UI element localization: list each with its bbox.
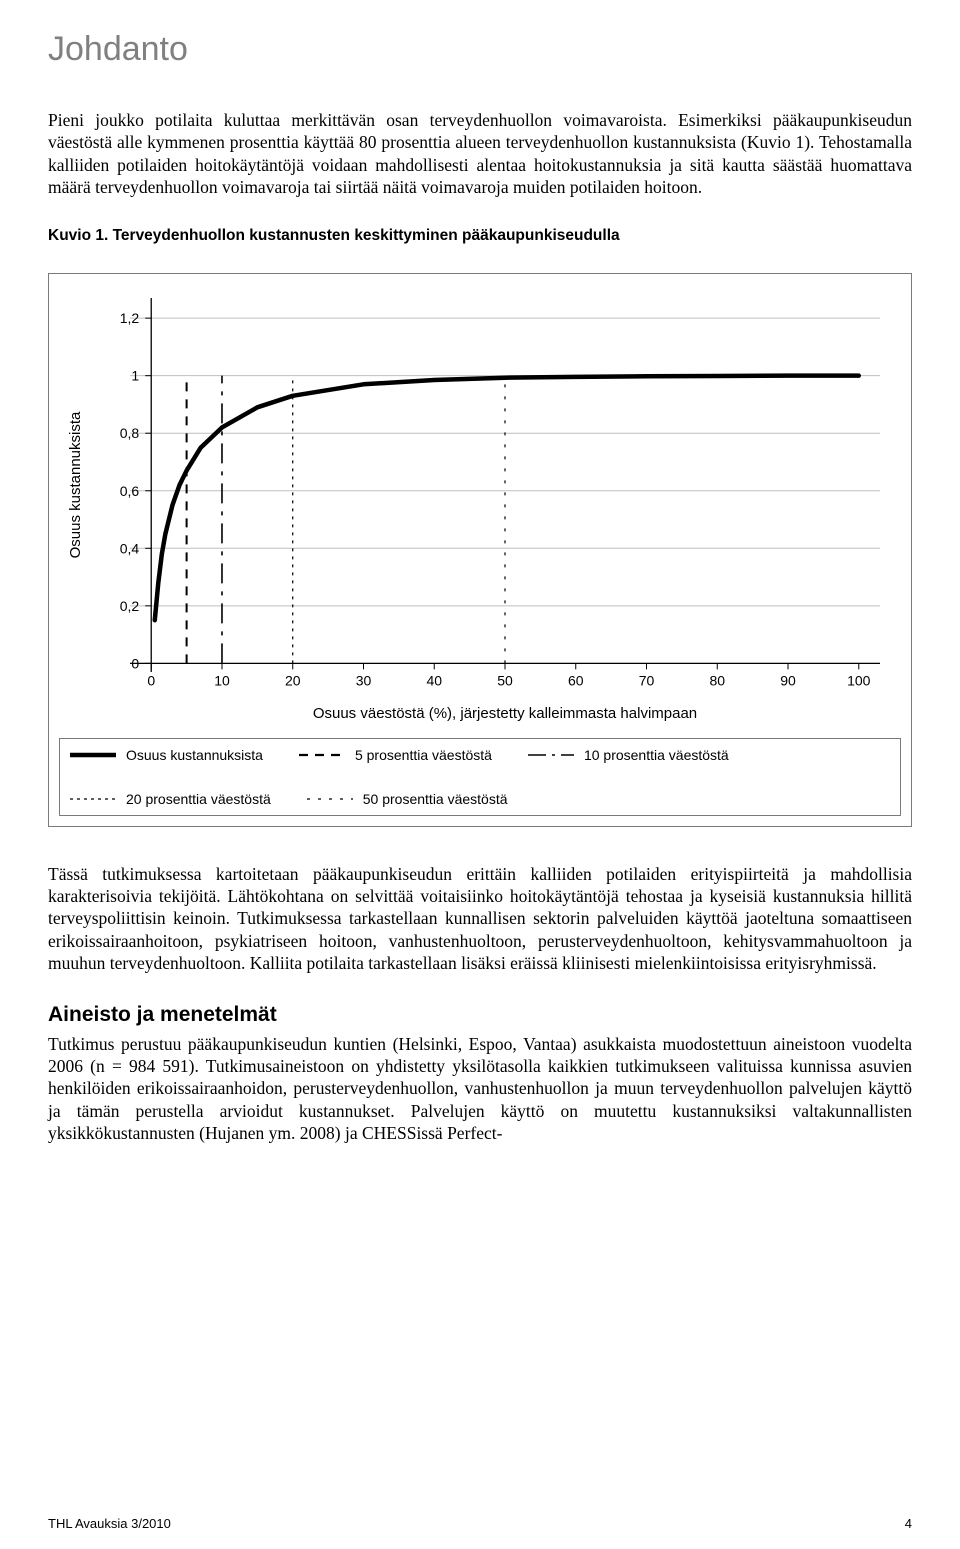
- chart-legend: Osuus kustannuksista 5 prosenttia väestös…: [59, 738, 901, 816]
- legend-item: 50 prosenttia väestöstä: [307, 791, 508, 807]
- svg-text:0,6: 0,6: [120, 482, 140, 498]
- page-footer: THL Avauksia 3/2010 4: [48, 1516, 912, 1531]
- legend-swatch: [307, 792, 353, 806]
- svg-text:1,2: 1,2: [120, 310, 140, 326]
- legend-label: 50 prosenttia väestöstä: [363, 791, 508, 807]
- legend-item: 20 prosenttia väestöstä: [70, 791, 271, 807]
- legend-swatch: [299, 748, 345, 762]
- svg-text:100: 100: [847, 672, 871, 688]
- legend-label: 20 prosenttia väestöstä: [126, 791, 271, 807]
- figure-caption: Kuvio 1. Terveydenhuollon kustannusten k…: [48, 227, 912, 245]
- svg-text:70: 70: [639, 672, 655, 688]
- svg-text:Osuus väestöstä (%), järjestet: Osuus väestöstä (%), järjestetty kalleim…: [313, 705, 697, 722]
- svg-text:0,8: 0,8: [120, 425, 140, 441]
- page-title: Johdanto: [48, 30, 912, 69]
- legend-label: Osuus kustannuksista: [126, 747, 263, 763]
- footer-source: THL Avauksia 3/2010: [48, 1516, 171, 1531]
- svg-text:10: 10: [214, 672, 230, 688]
- document-page: Johdanto Pieni joukko potilaita kuluttaa…: [0, 0, 960, 1549]
- section-heading: Aineisto ja menetelmät: [48, 1003, 912, 1027]
- svg-text:50: 50: [497, 672, 513, 688]
- svg-text:0: 0: [147, 672, 155, 688]
- svg-text:0,2: 0,2: [120, 597, 140, 613]
- chart-svg: 0 10 20 30 40 50 60 70 80 90 100 0 0,2 0,4 0,6 0,8 1 1,2 O…: [59, 288, 901, 728]
- svg-text:40: 40: [426, 672, 442, 688]
- figure-1: 0 10 20 30 40 50 60 70 80 90 100 0 0,2 0,4 0,6 0,8 1 1,2 O…: [48, 273, 912, 827]
- svg-text:30: 30: [356, 672, 372, 688]
- body-paragraph-3: Tutkimus perustuu pääkaupunkiseudun kunt…: [48, 1033, 912, 1145]
- body-paragraph-2: Tässä tutkimuksessa kartoitetaan pääkaup…: [48, 863, 912, 975]
- svg-text:0: 0: [131, 655, 139, 671]
- legend-item: Osuus kustannuksista: [70, 747, 263, 763]
- legend-swatch: [70, 748, 116, 762]
- svg-text:80: 80: [709, 672, 725, 688]
- legend-item: 5 prosenttia väestöstä: [299, 747, 492, 763]
- legend-label: 10 prosenttia väestöstä: [584, 747, 729, 763]
- svg-text:1: 1: [131, 367, 139, 383]
- svg-text:20: 20: [285, 672, 301, 688]
- svg-text:90: 90: [780, 672, 796, 688]
- svg-text:0,4: 0,4: [120, 540, 140, 556]
- legend-swatch: [528, 748, 574, 762]
- svg-text:Osuus kustannuksista: Osuus kustannuksista: [67, 411, 84, 558]
- intro-paragraph: Pieni joukko potilaita kuluttaa merkittä…: [48, 109, 912, 199]
- legend-swatch: [70, 792, 116, 806]
- legend-label: 5 prosenttia väestöstä: [355, 747, 492, 763]
- legend-item: 10 prosenttia väestöstä: [528, 747, 729, 763]
- svg-text:60: 60: [568, 672, 584, 688]
- footer-page-number: 4: [905, 1516, 912, 1531]
